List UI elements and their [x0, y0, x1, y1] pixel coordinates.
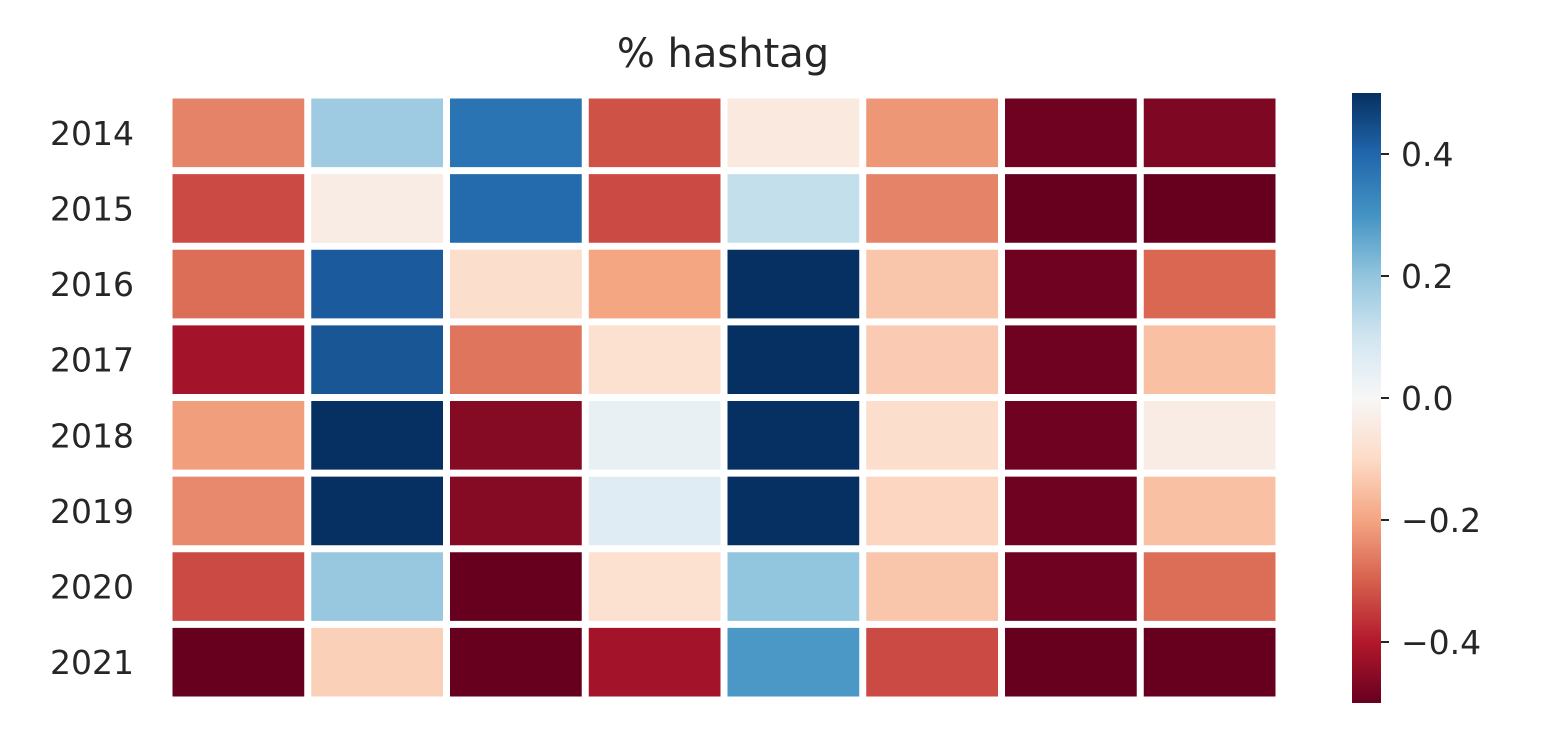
colorbar — [1352, 93, 1381, 703]
heatmap-cell-2018-col4 — [588, 401, 721, 470]
heatmap-cell-2020-col4 — [588, 552, 721, 621]
heatmap-cell-2015-col6 — [866, 174, 998, 243]
heatmap-cell-2017-col4 — [588, 325, 721, 395]
heatmap-cell-2017-col7 — [1005, 325, 1137, 395]
heatmap-cell-2021-col3 — [450, 627, 582, 697]
colorbar-tick-label: 0.2 — [1401, 257, 1453, 296]
heatmap-cell-2016-col5 — [727, 249, 860, 319]
heatmap-cell-2020-col3 — [450, 552, 582, 621]
heatmap-cell-2021-col5 — [727, 627, 860, 697]
heatmap-cell-2015-col4 — [588, 174, 721, 243]
chart-title: % hashtag — [617, 31, 829, 77]
heatmap-cell-2019-col5 — [727, 476, 860, 546]
heatmap-cell-2021-col2 — [311, 627, 443, 697]
row-labels: 2014 2015 2016 2017 2018 2019 2020 2021 — [50, 114, 134, 682]
heatmap-cell-2016-col6 — [866, 249, 998, 319]
colorbar-tick-label: −0.2 — [1401, 501, 1481, 540]
heatmap-cell-2021-col6 — [866, 627, 998, 697]
heatmap-cell-2020-col2 — [311, 552, 443, 621]
heatmap-cell-2021-col7 — [1005, 627, 1137, 697]
heatmap-cell-2017-col3 — [450, 325, 582, 395]
heatmap-cell-2020-col6 — [866, 552, 998, 621]
heatmap-cell-2015-col7 — [1005, 174, 1137, 243]
heatmap-cell-2019-col6 — [866, 476, 998, 546]
heatmap-cell-2014-col1 — [172, 98, 305, 168]
heatmap-cell-2019-col1 — [172, 476, 305, 546]
heatmap-cell-2014-col5 — [727, 98, 860, 168]
heatmap-cell-2018-col8 — [1143, 401, 1276, 470]
heatmap-cell-2014-col8 — [1143, 98, 1276, 168]
row-label-2016: 2016 — [50, 265, 134, 304]
row-label-2020: 2020 — [50, 568, 134, 607]
heatmap-cell-2020-col7 — [1005, 552, 1137, 621]
heatmap-cell-2019-col2 — [311, 476, 443, 546]
heatmap-cell-2020-col1 — [172, 552, 305, 621]
heatmap-cell-2018-col2 — [311, 401, 443, 470]
colorbar-tick-label: −0.4 — [1401, 623, 1481, 662]
heatmap-cell-2017-col6 — [866, 325, 998, 395]
row-label-2017: 2017 — [50, 341, 134, 380]
heatmap-cell-2014-col4 — [588, 98, 721, 168]
heatmap-cell-2018-col6 — [866, 401, 998, 470]
heatmap-cell-2016-col2 — [311, 249, 443, 319]
heatmap-cell-2014-col6 — [866, 98, 998, 168]
heatmap-cell-2019-col8 — [1143, 476, 1276, 546]
row-label-2019: 2019 — [50, 492, 134, 531]
heatmap-cell-2019-col4 — [588, 476, 721, 546]
heatmap-cell-2015-col2 — [311, 174, 443, 243]
row-label-2015: 2015 — [50, 189, 134, 228]
heatmap-cell-2015-col1 — [172, 174, 305, 243]
heatmap-cell-2019-col3 — [450, 476, 582, 546]
heatmap-cell-2020-col5 — [727, 552, 860, 621]
heatmap-cell-2016-col7 — [1005, 249, 1137, 319]
heatmap-cell-2015-col5 — [727, 174, 860, 243]
colorbar-ticks: 0.4 0.2 0.0 −0.2 −0.4 — [1381, 135, 1481, 662]
heatmap-cell-2014-col3 — [450, 98, 582, 168]
heatmap-cell-2014-col7 — [1005, 98, 1137, 168]
heatmap-cell-2021-col4 — [588, 627, 721, 697]
heatmap-cell-2018-col3 — [450, 401, 582, 470]
heatmap-cell-2016-col8 — [1143, 249, 1276, 319]
heatmap-cell-2017-col5 — [727, 325, 860, 395]
row-label-2021: 2021 — [50, 643, 134, 682]
heatmap-cell-2019-col7 — [1005, 476, 1137, 546]
row-label-2018: 2018 — [50, 416, 134, 455]
heatmap-cell-2021-col8 — [1143, 627, 1276, 697]
heatmap-cell-2016-col4 — [588, 249, 721, 319]
colorbar-tick-label: 0.4 — [1401, 135, 1453, 174]
heatmap-cell-2016-col1 — [172, 249, 305, 319]
heatmap-cell-2017-col8 — [1143, 325, 1276, 395]
colorbar-tick-label: 0.0 — [1401, 379, 1453, 418]
heatmap-cell-2016-col3 — [450, 249, 582, 319]
heatmap-cell-2021-col1 — [172, 627, 305, 697]
heatmap-cell-2018-col1 — [172, 401, 305, 470]
row-label-2014: 2014 — [50, 114, 134, 153]
heatmap-cell-2017-col1 — [172, 325, 305, 395]
heatmap-cell-2018-col7 — [1005, 401, 1137, 470]
heatmap-cell-2018-col5 — [727, 401, 860, 470]
heatmap-cell-2017-col2 — [311, 325, 443, 395]
heatmap-cell-2014-col2 — [311, 98, 443, 168]
heatmap-cells — [172, 98, 1276, 697]
heatmap-cell-2015-col8 — [1143, 174, 1276, 243]
heatmap-cell-2020-col8 — [1143, 552, 1276, 621]
heatmap-cell-2015-col3 — [450, 174, 582, 243]
